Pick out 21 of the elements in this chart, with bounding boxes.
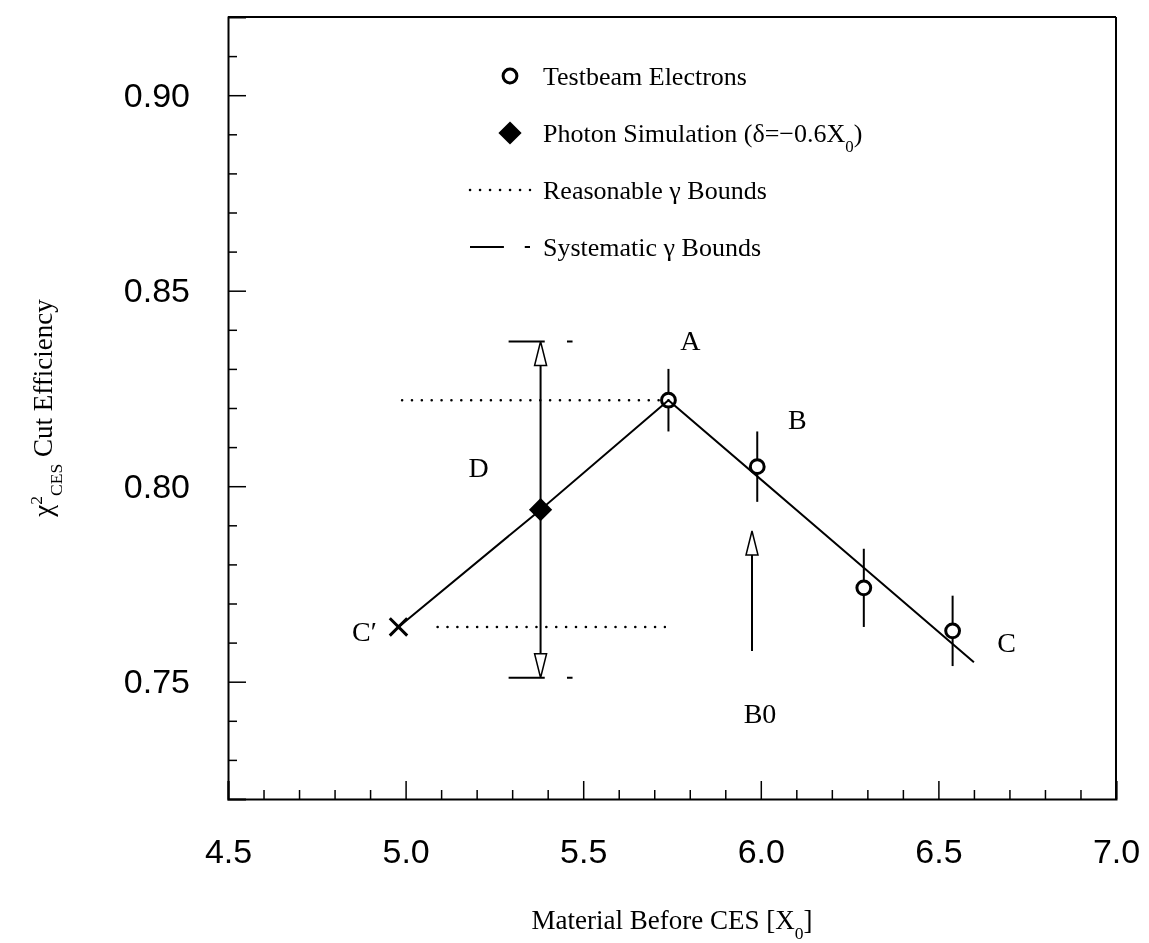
x-tick-label: 7.0 (1092, 832, 1141, 871)
legend-label: Reasonable γ Bounds (543, 176, 767, 205)
x-tick-label: 6.5 (915, 832, 963, 871)
x-tick-label: 4.5 (204, 832, 253, 871)
annotation: B0 (743, 698, 777, 729)
annotation: B (787, 403, 807, 435)
x-tick-label: 5.0 (382, 832, 430, 871)
annotation: C (997, 626, 1016, 658)
y-tick-label: 0.90 (123, 75, 190, 114)
legend-label: Testbeam Electrons (543, 62, 747, 91)
annotation: C′ (352, 615, 377, 647)
y-tick-label: 0.75 (123, 662, 190, 701)
annotation: A (680, 325, 702, 357)
x-axis-title: Material Before CES [X$_{0}$] (531, 905, 813, 943)
y-tick-label: 0.80 (123, 466, 190, 505)
legend-label: Systematic γ Bounds (543, 233, 762, 262)
y-tick-label: 0.85 (123, 271, 190, 310)
x-tick-label: 5.5 (560, 832, 608, 871)
x-tick-label: 6.0 (737, 832, 785, 871)
legend-label: Photon Simulation (δ=−0.6X$_{0}$) (543, 119, 863, 156)
annotation: D (468, 451, 489, 483)
